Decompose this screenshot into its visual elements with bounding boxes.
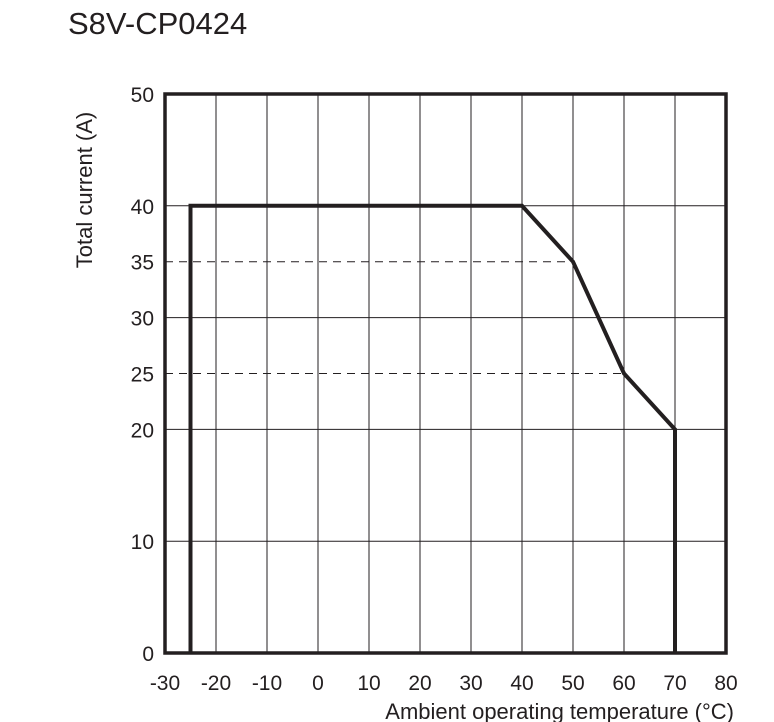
plot-frame [163,92,728,655]
y-tick-label: 0 [142,643,154,666]
chart-title: S8V-CP0424 [68,6,248,41]
x-tick-label: -30 [150,672,180,695]
x-tick-label: -10 [252,672,282,695]
x-tick-label: 10 [357,672,380,695]
x-axis-label: Ambient operating temperature (°C) [385,699,734,722]
x-tick-label: 80 [714,672,737,695]
x-tick-label: -20 [201,672,231,695]
y-axis-label: Total current (A) [72,112,97,269]
x-tick-labels: -30 -20 -10 0 10 20 30 40 50 60 70 80 [150,672,738,695]
y-tick-label: 25 [131,364,154,387]
x-tick-label: 60 [612,672,635,695]
y-tick-label: 40 [131,196,154,219]
y-tick-label: 10 [131,531,154,554]
dashed-reference-lines [165,261,624,374]
x-tick-label: 20 [408,672,431,695]
x-tick-label: 40 [510,672,533,695]
y-tick-label: 50 [131,84,154,107]
y-tick-label: 20 [131,419,154,442]
x-tick-label: 0 [312,672,324,695]
x-tick-label: 70 [663,672,686,695]
x-tick-label: 50 [561,672,584,695]
x-tick-label: 30 [459,672,482,695]
y-tick-label: 35 [131,252,154,275]
y-tick-label: 30 [131,308,154,331]
series-layer [188,203,677,653]
y-tick-labels: 0 10 20 25 30 35 40 50 [131,84,154,666]
derating-curve [188,203,677,653]
